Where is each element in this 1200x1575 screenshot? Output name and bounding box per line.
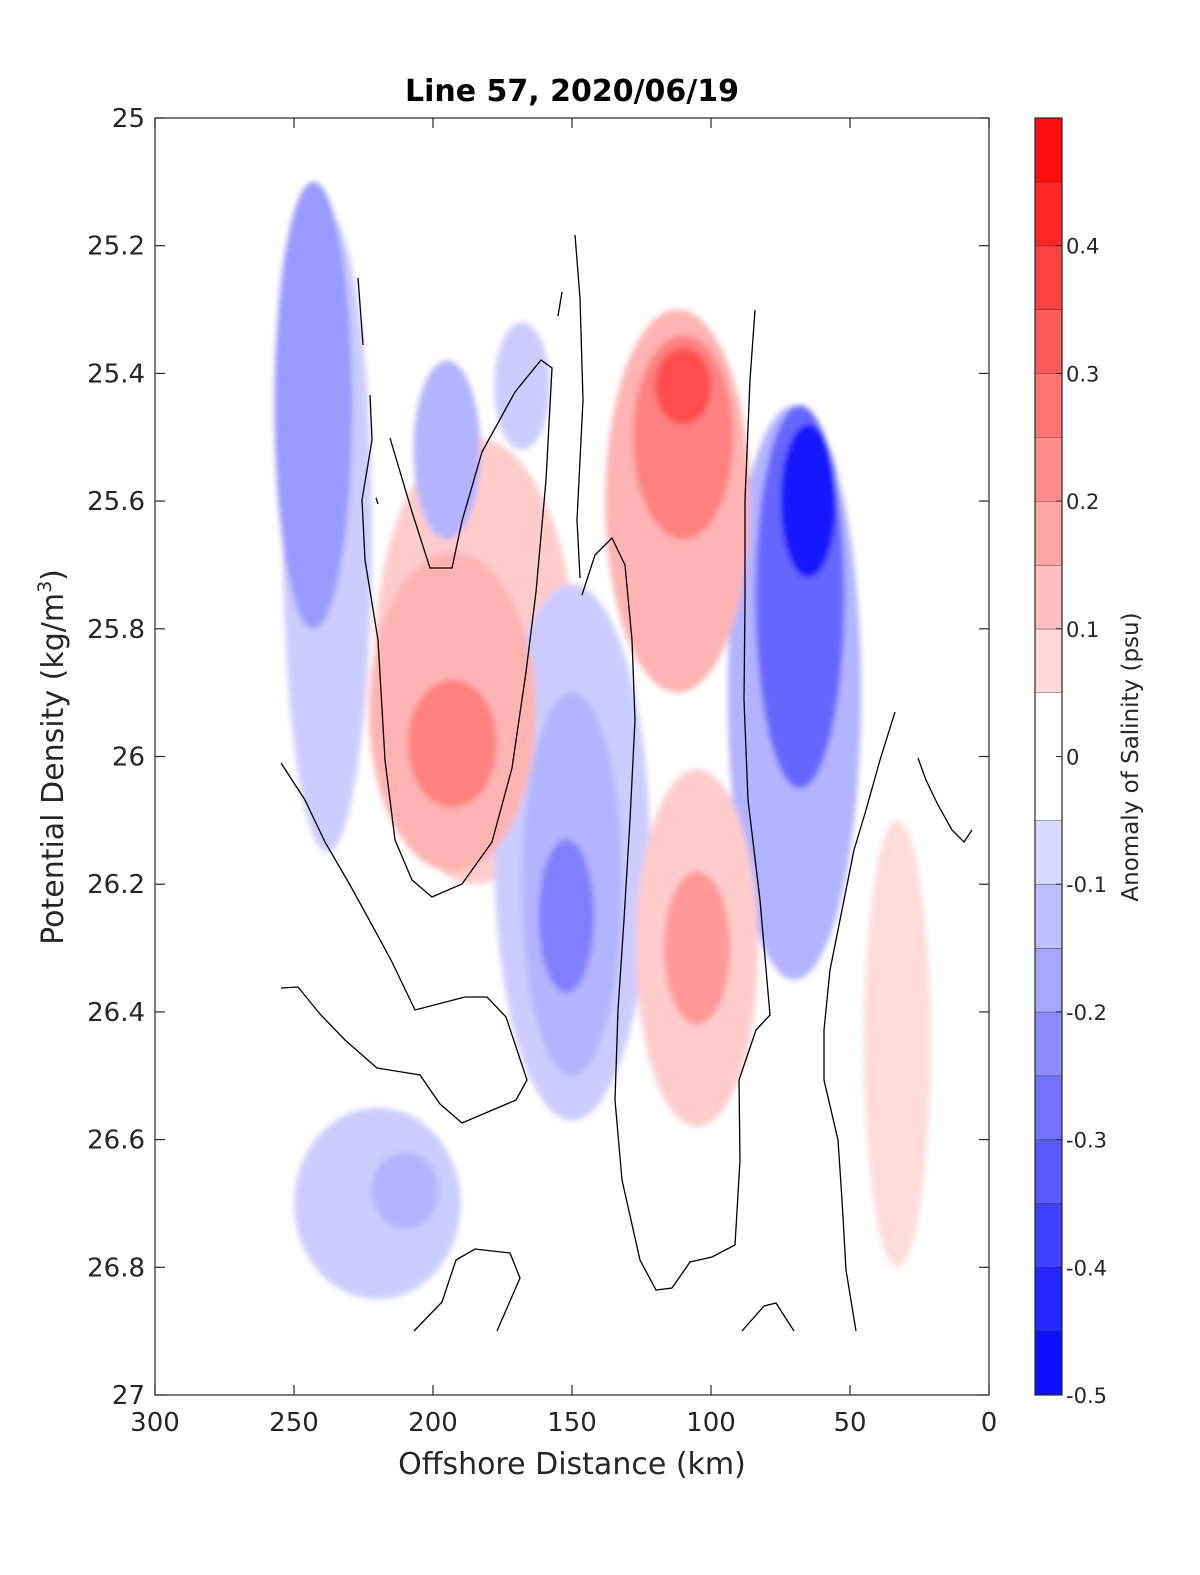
x-tick-label: 200 [408,1408,458,1438]
colorbar-band [1035,309,1062,374]
negative-anomaly-region [371,1152,439,1229]
negative-anomaly-region [780,424,837,578]
positive-anomaly-region [655,347,711,425]
y-tick-label: 26.8 [87,1253,145,1283]
contour-line [357,277,364,346]
colorbar-tick-label: -0.2 [1066,1001,1107,1025]
colorbar-tick-label: -0.5 [1066,1384,1107,1408]
y-tick-label: 26.6 [87,1126,145,1156]
colorbar-band [1035,948,1062,1012]
y-axis-label-close: ) [36,569,71,581]
colorbar-band [1035,245,1062,310]
x-tick-label: 0 [981,1408,998,1438]
colorbar-tick-label: -0.1 [1066,873,1107,897]
y-tick-label: 26 [112,743,145,773]
y-tick-label: 25.2 [87,232,145,262]
colorbar-band [1035,820,1062,885]
colorbar-band [1035,1267,1062,1332]
contour-line [280,762,528,1124]
y-tick-label: 25.8 [87,615,145,645]
colorbar-tick-label: 0.3 [1066,362,1099,386]
colorbar-label: Anomaly of Salinity (psu) [1118,612,1144,901]
contour-line [581,309,771,1291]
colorbar-band [1035,437,1062,502]
y-tick-label: 27 [112,1381,145,1411]
colorbar-ticks: -0.5 -0.4 -0.3 -0.2 -0.1 0 0.1 0.2 0.3 0.4 [1056,235,1107,1408]
x-axis-ticks: 300 250 200 150 100 50 0 [130,118,997,1438]
contour-line [574,234,584,579]
contour-line [917,757,973,844]
contour-line [823,711,896,1332]
colorbar-tick-label: 0.4 [1066,235,1099,259]
negative-anomaly-region [274,181,353,629]
x-tick-label: 150 [547,1408,597,1438]
negative-anomaly-region [413,360,481,540]
y-tick-label: 26.4 [87,998,145,1028]
y-tick-label: 25.6 [87,487,145,517]
x-tick-label: 300 [130,1408,180,1438]
y-axis-label-superscript: 3 [34,581,56,593]
colorbar-band [1035,118,1062,182]
colorbar-band [1035,1203,1062,1268]
colorbar-band [1035,181,1062,246]
colorbar-tick-label: 0.1 [1066,618,1099,642]
colorbar-band [1035,1075,1062,1140]
colorbar-band [1035,501,1062,565]
colorbar-tick-label: 0.2 [1066,490,1099,514]
y-axis-label: Potential Density (kg/m3) [34,569,71,945]
y-tick-label: 25.4 [87,359,145,389]
contour-line [361,359,553,898]
zero-contour-lines [280,234,973,1332]
contour-line [375,497,379,505]
colorbar: -0.5 -0.4 -0.3 -0.2 -0.1 0 0.1 0.2 0.3 0.4 Anomal… [1034,117,1144,1408]
x-tick-label: 100 [686,1408,736,1438]
colorbar-band [1035,373,1062,438]
colorbar-band [1035,1331,1062,1395]
colorbar-band [1035,1139,1062,1204]
colorbar-tick-label: -0.3 [1066,1129,1107,1153]
colorbar-tick-label: 0 [1066,746,1079,770]
positive-anomaly-region [663,871,731,1025]
colorbar-band [1035,1011,1062,1076]
plot-area: 300 250 200 150 100 50 0 2525.225.425.625.8262… [87,104,997,1438]
colorbar-tick-label: -0.4 [1066,1256,1107,1280]
colorbar-band [1035,564,1062,629]
negative-anomaly-region [494,322,550,451]
x-tick-label: 50 [833,1408,866,1438]
positive-anomaly-region [407,679,497,808]
contour-line [413,1248,521,1332]
y-axis-label-main: Potential Density (kg/m [36,593,71,945]
negative-anomaly-region [538,839,595,993]
chart-title: Line 57, 2020/06/19 [405,74,739,109]
y-tick-label: 26.2 [87,870,145,900]
positive-anomaly-region [863,820,931,1268]
colorbar-band [1035,628,1062,693]
contour-line [557,291,563,317]
anomaly-field [274,181,931,1300]
x-tick-label: 250 [269,1408,319,1438]
y-axis-ticks: 25 25.2 25.4 25.6 25.8 26 26.2 26.4 26.6 26.8 27 [87,104,989,1411]
x-axis-label: Offshore Distance (km) [398,1447,746,1482]
contour-line [741,1302,795,1332]
y-tick-label: 25 [112,104,145,134]
colorbar-band [1035,884,1062,949]
